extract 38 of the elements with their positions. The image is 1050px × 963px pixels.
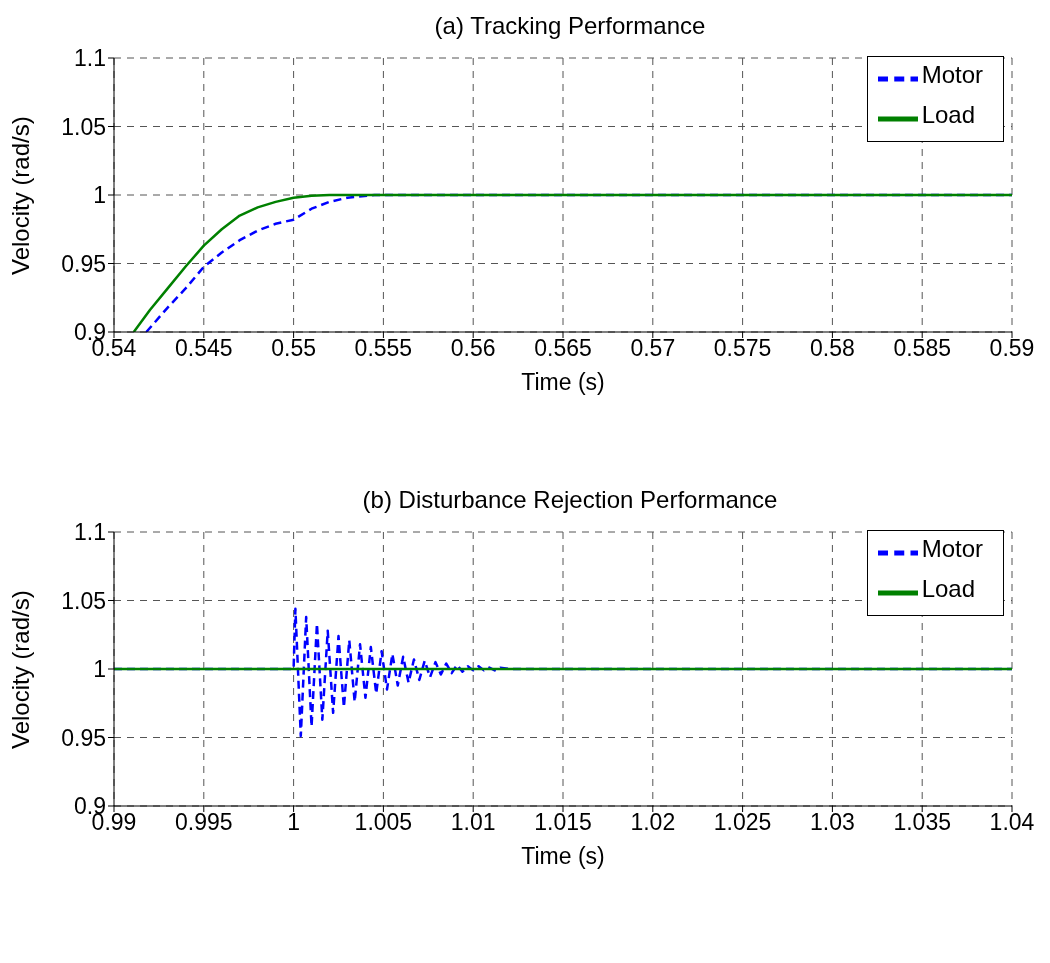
x-tick-label: 1.03 bbox=[810, 809, 855, 836]
x-axis-title: Time (s) bbox=[521, 843, 605, 869]
legend-label: Motor bbox=[921, 535, 983, 563]
x-tick-label: 1.025 bbox=[713, 809, 772, 836]
x-axis-title: Time (s) bbox=[521, 369, 605, 395]
chart-title: (a) Tracking Performance bbox=[433, 11, 707, 41]
x-tick-label: 0.565 bbox=[534, 335, 592, 362]
x-tick-label: 0.57 bbox=[630, 335, 676, 362]
y-tick-label: 0.95 bbox=[61, 250, 106, 277]
chart-title: (b) Disturbance Rejection Performance bbox=[361, 485, 779, 515]
y-tick-label: 1.1 bbox=[74, 519, 106, 546]
x-tick-label: 1.035 bbox=[893, 809, 951, 836]
y-tick-label: 1.05 bbox=[61, 587, 106, 614]
x-tick-label: 0.995 bbox=[175, 809, 233, 836]
y-tick-label: 1 bbox=[93, 656, 106, 683]
x-tick-label: 1.005 bbox=[354, 809, 413, 836]
legend-label: Load bbox=[921, 101, 976, 129]
x-tick-label: 0.545 bbox=[175, 335, 233, 362]
x-tick-label: 0.59 bbox=[989, 335, 1035, 362]
x-tick-label: 0.575 bbox=[713, 335, 772, 362]
y-axis-title: Velocity (rad/s) bbox=[6, 590, 34, 749]
legend-label: Load bbox=[921, 575, 976, 603]
y-tick-label: 1.05 bbox=[61, 113, 106, 140]
x-tick-label: 0.555 bbox=[354, 335, 413, 362]
x-tick-label: 0.55 bbox=[271, 335, 316, 362]
x-tick-label: 0.58 bbox=[810, 335, 855, 362]
y-tick-label: 1 bbox=[93, 182, 106, 209]
x-tick-label: 1 bbox=[287, 809, 300, 836]
x-tick-label: 1.01 bbox=[450, 809, 496, 836]
x-tick-label: 1.02 bbox=[630, 809, 676, 836]
x-tick-label: 1.04 bbox=[989, 809, 1035, 836]
x-tick-label: 1.015 bbox=[534, 809, 592, 836]
x-tick-label: 0.585 bbox=[893, 335, 951, 362]
x-tick-label: 0.56 bbox=[450, 335, 496, 362]
y-tick-label: 1.1 bbox=[74, 45, 106, 72]
y-axis-title: Velocity (rad/s) bbox=[6, 116, 34, 275]
legend-label: Motor bbox=[921, 61, 983, 89]
y-tick-label: 0.95 bbox=[61, 724, 106, 751]
